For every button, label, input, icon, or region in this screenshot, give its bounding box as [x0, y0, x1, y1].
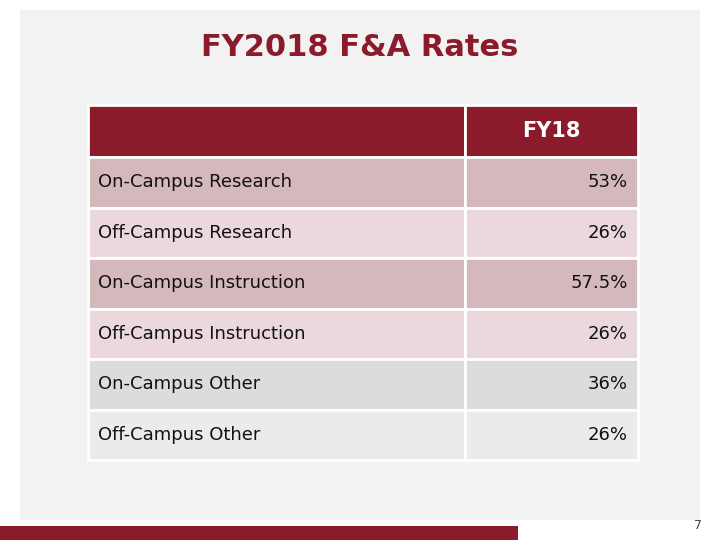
Text: 26%: 26%	[588, 325, 628, 343]
Bar	[88, 258, 464, 308]
Text: Off-Campus Other: Off-Campus Other	[98, 426, 261, 444]
Bar	[464, 409, 638, 460]
Text: On-Campus Research: On-Campus Research	[98, 173, 292, 191]
Bar	[88, 308, 464, 359]
Bar	[464, 157, 638, 207]
Text: On-Campus Instruction: On-Campus Instruction	[98, 274, 305, 292]
Text: Off-Campus Research: Off-Campus Research	[98, 224, 292, 242]
Bar	[464, 308, 638, 359]
Bar	[0, 526, 518, 540]
Bar	[464, 207, 638, 258]
Text: Off-Campus Instruction: Off-Campus Instruction	[98, 325, 305, 343]
Bar	[88, 157, 464, 207]
Bar	[464, 359, 638, 409]
Text: FY2018 F&A Rates: FY2018 F&A Rates	[202, 33, 518, 63]
Bar	[88, 207, 464, 258]
Text: 57.5%: 57.5%	[571, 274, 628, 292]
Text: FY18: FY18	[522, 121, 580, 141]
Text: 53%: 53%	[588, 173, 628, 191]
Text: 26%: 26%	[588, 224, 628, 242]
Bar	[88, 359, 464, 409]
Bar	[464, 105, 638, 157]
Bar	[464, 258, 638, 308]
Text: 26%: 26%	[588, 426, 628, 444]
Text: 36%: 36%	[588, 375, 628, 393]
Text: 7: 7	[694, 519, 702, 532]
Bar	[88, 409, 464, 460]
Text: On-Campus Other: On-Campus Other	[98, 375, 260, 393]
Bar	[88, 105, 464, 157]
